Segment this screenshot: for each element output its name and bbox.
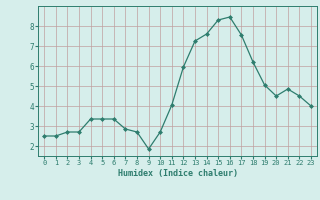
X-axis label: Humidex (Indice chaleur): Humidex (Indice chaleur) xyxy=(118,169,238,178)
